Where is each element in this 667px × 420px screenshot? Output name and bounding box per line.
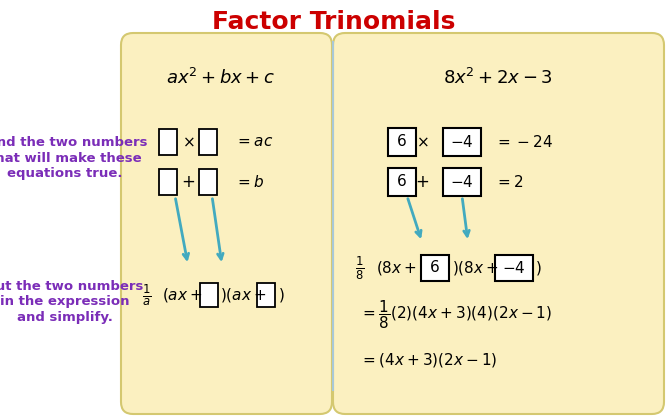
FancyBboxPatch shape [443, 128, 481, 156]
FancyBboxPatch shape [333, 33, 664, 414]
Text: Put the two numbers
in the expression
and simplify.: Put the two numbers in the expression an… [0, 281, 143, 323]
Text: $+$: $+$ [181, 173, 195, 191]
Text: $)(ax+$: $)(ax+$ [220, 286, 266, 304]
FancyBboxPatch shape [199, 169, 217, 195]
Text: $)$: $)$ [278, 286, 285, 304]
Text: 6: 6 [397, 134, 407, 150]
FancyBboxPatch shape [421, 255, 449, 281]
FancyBboxPatch shape [257, 283, 275, 307]
FancyBboxPatch shape [121, 33, 332, 414]
Text: Factor Trinomials: Factor Trinomials [212, 10, 455, 34]
Text: 6: 6 [430, 260, 440, 276]
Text: $-4$: $-4$ [450, 174, 474, 190]
Text: $\frac{1}{8}$: $\frac{1}{8}$ [356, 254, 365, 282]
Text: $)$: $)$ [535, 259, 542, 277]
Text: $\times$: $\times$ [181, 134, 194, 150]
FancyBboxPatch shape [388, 128, 416, 156]
Text: $= -24$: $= -24$ [495, 134, 553, 150]
FancyBboxPatch shape [159, 129, 177, 155]
FancyBboxPatch shape [443, 168, 481, 196]
FancyBboxPatch shape [388, 168, 416, 196]
Text: $(8x+$: $(8x+$ [376, 259, 417, 277]
Text: $= b$: $= b$ [235, 174, 265, 190]
Text: 6: 6 [397, 174, 407, 189]
Text: Find the two numbers
that will make these
equations true.: Find the two numbers that will make thes… [0, 136, 147, 179]
Text: $-4$: $-4$ [450, 134, 474, 150]
Text: $+$: $+$ [415, 173, 429, 191]
FancyBboxPatch shape [199, 129, 217, 155]
Text: $= 2$: $= 2$ [495, 174, 524, 190]
FancyBboxPatch shape [495, 255, 533, 281]
Text: $ax^2 + bx + c$: $ax^2 + bx + c$ [165, 68, 275, 88]
Text: $=\dfrac{1}{8}(2)(4x+3)(4)(2x-1)$: $=\dfrac{1}{8}(2)(4x+3)(4)(2x-1)$ [360, 299, 552, 331]
Text: $= ac$: $= ac$ [235, 134, 273, 150]
Text: $(ax+$: $(ax+$ [162, 286, 202, 304]
Text: $=(4x+3)(2x-1)$: $=(4x+3)(2x-1)$ [360, 351, 498, 369]
FancyBboxPatch shape [200, 283, 218, 307]
Text: $\frac{1}{a}$: $\frac{1}{a}$ [142, 282, 151, 308]
Text: $8x^2 + 2x - 3$: $8x^2 + 2x - 3$ [443, 68, 553, 88]
Text: $\times$: $\times$ [416, 134, 428, 150]
FancyBboxPatch shape [159, 169, 177, 195]
Text: $-4$: $-4$ [502, 260, 526, 276]
Text: $)(8x+$: $)(8x+$ [452, 259, 499, 277]
